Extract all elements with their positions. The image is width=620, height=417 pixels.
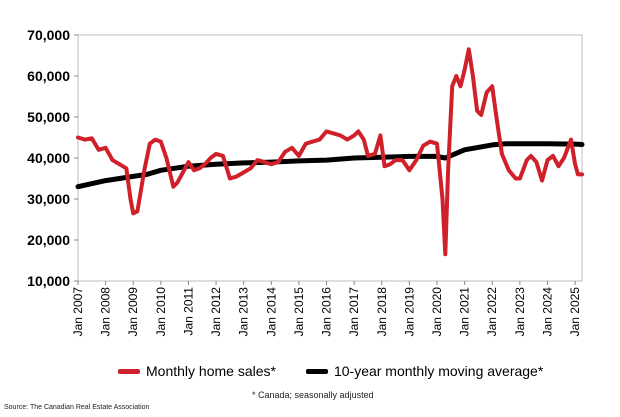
legend-label-sales: Monthly home sales* <box>146 363 276 379</box>
x-tick-label: Jan 2010 <box>154 287 168 337</box>
y-tick-label: 10,000 <box>27 273 70 289</box>
series-moving-average-line <box>75 141 585 190</box>
legend-swatch-black <box>305 368 328 374</box>
x-tick-label: Jan 2016 <box>320 287 334 337</box>
y-tick-label: 40,000 <box>27 150 70 166</box>
y-tick-label: 50,000 <box>27 109 70 125</box>
x-tick-label: Jan 2011 <box>181 287 195 336</box>
x-tick-label: Jan 2009 <box>126 287 140 337</box>
legend-item-average: 10-year monthly moving average* <box>305 363 544 379</box>
y-tick-label: 30,000 <box>27 191 70 207</box>
x-tick-label: Jan 2020 <box>430 287 444 337</box>
x-tick-label: Jan 2025 <box>568 287 582 337</box>
x-tick-label: Jan 2007 <box>71 287 85 337</box>
x-tick-label: Jan 2018 <box>375 287 389 337</box>
x-tick-label: Jan 2023 <box>513 287 527 337</box>
legend: Monthly home sales* 10-year monthly movi… <box>118 363 573 379</box>
source-note: Source: The Canadian Real Estate Associa… <box>4 404 150 411</box>
y-tick-label: 70,000 <box>27 27 70 43</box>
x-axis-ticks: Jan 2007 Jan 2008 Jan 2009 Jan 2010 Jan 2011… <box>71 281 582 336</box>
series-lines <box>75 47 585 257</box>
x-tick-label: Jan 2008 <box>99 287 113 337</box>
x-tick-label: Jan 2012 <box>209 287 223 337</box>
footnote: * Canada; seasonally adjusted <box>252 390 374 400</box>
x-tick-label: Jan 2013 <box>237 287 251 337</box>
legend-label-average: 10-year monthly moving average* <box>333 363 544 379</box>
y-tick-label: 20,000 <box>27 232 70 248</box>
x-tick-label: Jan 2024 <box>540 287 554 337</box>
legend-swatch-red <box>118 368 140 374</box>
series-home-sales-line <box>76 47 584 257</box>
x-tick-label: Jan 2014 <box>264 287 278 337</box>
x-tick-label: Jan 2021 <box>458 287 472 337</box>
x-tick-label: Jan 2022 <box>485 287 499 337</box>
y-tick-label: 60,000 <box>27 68 70 84</box>
x-tick-label: Jan 2015 <box>292 287 306 337</box>
x-tick-label: Jan 2019 <box>402 287 416 337</box>
legend-item-sales: Monthly home sales* <box>118 363 276 379</box>
y-axis-ticks: 10,000 20,000 30,000 40,000 50,000 60,000 70,0… <box>27 27 78 289</box>
x-tick-label: Jan 2017 <box>347 287 361 337</box>
